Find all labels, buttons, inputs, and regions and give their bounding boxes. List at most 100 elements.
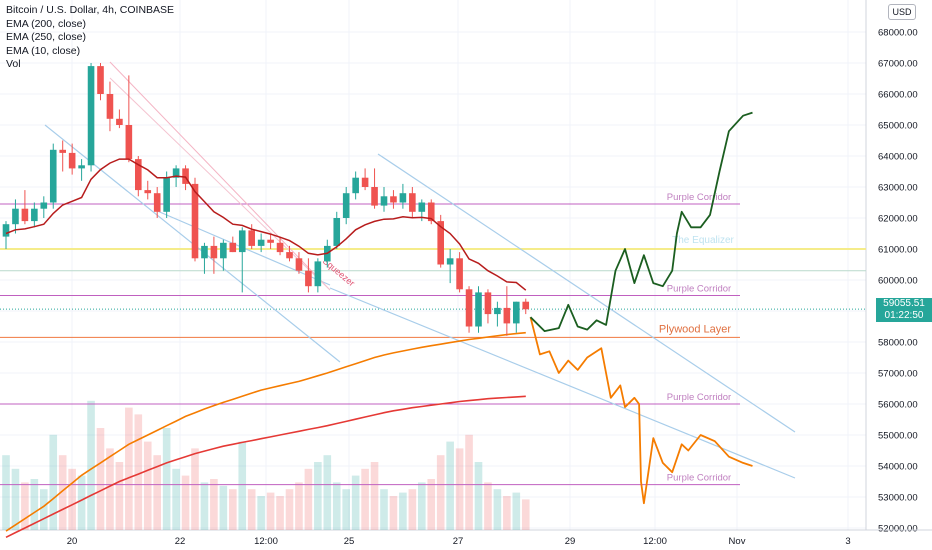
volume-bar bbox=[40, 489, 48, 530]
trend-line bbox=[329, 287, 796, 479]
candle-body bbox=[238, 230, 246, 253]
x-tick-label: 25 bbox=[344, 536, 355, 547]
legend: Bitcoin / U.S. Dollar, 4h, COINBASE EMA … bbox=[6, 4, 174, 72]
volume-bar bbox=[493, 489, 502, 530]
candle-body bbox=[163, 177, 170, 212]
plywood-label: Plywood Layer bbox=[659, 323, 731, 335]
candle-body bbox=[361, 177, 369, 187]
y-tick-label: 68000.00 bbox=[878, 28, 918, 39]
volume-bar bbox=[474, 462, 483, 530]
candle-body bbox=[97, 66, 104, 94]
x-tick-label: 12:00 bbox=[254, 536, 278, 547]
candle-body bbox=[286, 252, 293, 259]
volume-bar bbox=[361, 468, 369, 530]
volume-bar bbox=[418, 482, 426, 530]
candle-body bbox=[494, 307, 501, 315]
last-price-tag: 59055.51 01:22:50 bbox=[876, 298, 932, 322]
purple-corridor-label: Purple Corridor bbox=[667, 192, 731, 203]
candle-body bbox=[182, 168, 189, 184]
candle-body bbox=[352, 177, 359, 194]
candle-body bbox=[409, 193, 416, 212]
volume-bar bbox=[370, 462, 379, 530]
volume-bar bbox=[21, 482, 29, 530]
y-tick-label: 52000.00 bbox=[878, 524, 918, 535]
ema250-line bbox=[5, 395, 526, 539]
y-tick-label: 56000.00 bbox=[878, 400, 918, 411]
y-tick-label: 67000.00 bbox=[878, 59, 918, 70]
y-tick-label: 60000.00 bbox=[878, 276, 918, 287]
y-tick-label: 58000.00 bbox=[878, 338, 918, 349]
legend-vol: Vol bbox=[6, 58, 21, 70]
legend-ema10: EMA (10, close) bbox=[6, 44, 81, 57]
candle-body bbox=[78, 165, 85, 169]
candle-body bbox=[390, 196, 397, 203]
ema200-line bbox=[5, 331, 526, 532]
candle-body bbox=[31, 208, 38, 222]
legend-ema250: EMA (250, close) bbox=[6, 31, 86, 43]
trend-line bbox=[377, 153, 796, 433]
pink-trend-line bbox=[109, 61, 331, 291]
candle-body bbox=[68, 152, 76, 169]
candle-body bbox=[257, 239, 265, 246]
volume-bar bbox=[380, 489, 388, 530]
volume-bar bbox=[181, 475, 190, 530]
volume-bar bbox=[427, 479, 436, 530]
volume-bar bbox=[436, 455, 445, 530]
orange-projection-path bbox=[529, 316, 753, 505]
candle-body bbox=[21, 208, 29, 222]
candle-body bbox=[465, 289, 473, 327]
equalizer-label: The Equalizer bbox=[672, 235, 734, 246]
volume-bar bbox=[49, 434, 58, 530]
volume-bar bbox=[191, 448, 199, 530]
candle-body bbox=[248, 230, 255, 246]
candle-body bbox=[399, 193, 407, 203]
candle-body bbox=[305, 270, 312, 287]
volume-bar bbox=[2, 455, 10, 530]
y-tick-label: 61000.00 bbox=[878, 245, 918, 256]
volume-bar bbox=[87, 400, 95, 530]
candle-body bbox=[172, 168, 180, 178]
volume-bar bbox=[30, 479, 39, 530]
legend-symbol: Bitcoin / U.S. Dollar, 4h, COINBASE bbox=[6, 4, 175, 16]
candle-body bbox=[125, 125, 133, 160]
candle-body bbox=[371, 187, 378, 206]
candle-body bbox=[276, 242, 284, 253]
volume-bar bbox=[11, 468, 20, 530]
volume-bar bbox=[332, 482, 341, 530]
currency-button[interactable]: USD bbox=[888, 4, 916, 20]
volume-bar bbox=[285, 489, 294, 530]
volume-bar bbox=[276, 496, 284, 530]
candle-body bbox=[342, 193, 350, 218]
candle-body bbox=[201, 245, 208, 259]
countdown: 01:22:50 bbox=[884, 310, 924, 321]
x-tick-label: 3 bbox=[845, 536, 850, 547]
volume-bar bbox=[153, 455, 161, 530]
volume-bar bbox=[266, 492, 275, 530]
volume-bar bbox=[125, 407, 133, 530]
y-tick-label: 54000.00 bbox=[878, 462, 918, 473]
candle-body bbox=[191, 183, 199, 259]
purple-corridor-label: Purple Corridor bbox=[667, 284, 731, 295]
volume-bar bbox=[408, 489, 417, 530]
candle-body bbox=[116, 118, 123, 125]
x-tick-label: 27 bbox=[453, 536, 464, 547]
volume-bar bbox=[465, 434, 473, 530]
volume-bar bbox=[512, 492, 521, 530]
volume-bar bbox=[351, 475, 360, 530]
candle-body bbox=[267, 239, 274, 243]
candle-body bbox=[513, 301, 520, 324]
candle-body bbox=[220, 242, 227, 259]
y-tick-label: 62000.00 bbox=[878, 214, 918, 225]
volume-bar bbox=[295, 482, 303, 530]
volume-bar bbox=[96, 428, 105, 530]
volume-bar bbox=[257, 496, 265, 530]
volume-bar bbox=[521, 499, 530, 530]
volume-bar bbox=[106, 448, 114, 530]
volume-bar bbox=[115, 462, 124, 530]
volume-bar bbox=[484, 482, 492, 530]
volume-bar bbox=[389, 496, 398, 530]
volume-bar bbox=[446, 441, 454, 530]
x-tick-label: 20 bbox=[67, 536, 78, 547]
candle-body bbox=[87, 66, 95, 166]
